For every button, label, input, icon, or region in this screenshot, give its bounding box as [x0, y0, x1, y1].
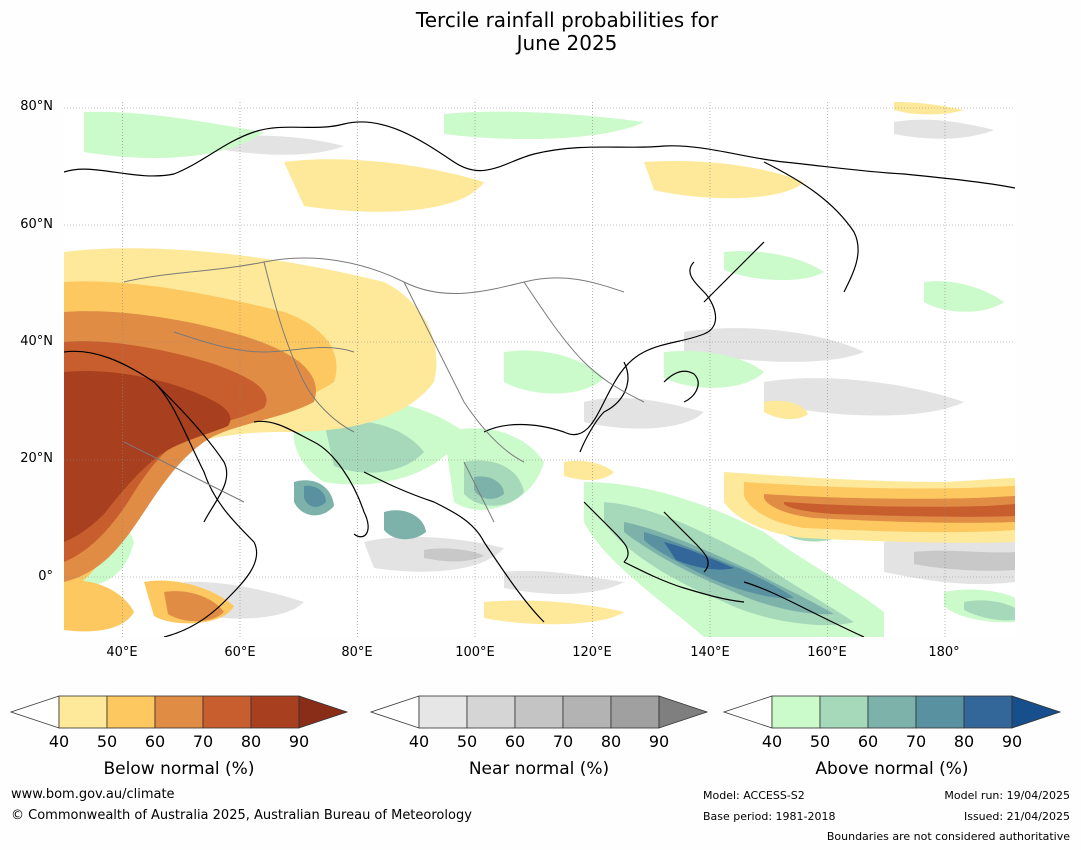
lat-label-equator: 0° — [38, 569, 53, 584]
legend-above-normal — [722, 694, 1062, 730]
tick: 70 — [552, 732, 574, 751]
tick: 50 — [809, 732, 831, 751]
tick: 60 — [857, 732, 879, 751]
copyright-text: © Commonwealth of Australia 2025, Austra… — [11, 808, 472, 823]
lat-label-80n: 80°N — [20, 99, 53, 114]
lon-label-180: 180° — [928, 645, 960, 660]
tick: 40 — [761, 732, 783, 751]
tick: 40 — [48, 732, 70, 751]
legend-title-near-normal: Near normal (%) — [468, 759, 610, 779]
lat-label-40n: 40°N — [20, 334, 53, 349]
tick: 80 — [953, 732, 975, 751]
legend-title-above-normal: Above normal (%) — [815, 759, 969, 779]
issued-text: Issued: 21/04/2025 — [963, 810, 1070, 823]
colorbar-above-normal — [722, 695, 1062, 729]
lon-label-60e: 60°E — [224, 645, 256, 660]
legend-near-normal — [369, 694, 709, 730]
tick: 90 — [288, 732, 310, 751]
lon-label-100e: 100°E — [455, 645, 495, 660]
tick: 70 — [905, 732, 927, 751]
model-run-text: Model run: 19/04/2025 — [944, 789, 1070, 802]
map-title: Tercile rainfall probabilities for June … — [415, 8, 719, 55]
graticule — [64, 102, 1015, 637]
legend-below-normal — [9, 694, 349, 730]
lat-label-20n: 20°N — [20, 451, 53, 466]
tick: 70 — [192, 732, 214, 751]
tick: 50 — [96, 732, 118, 751]
lon-label-80e: 80°E — [341, 645, 373, 660]
website-link[interactable]: www.bom.gov.au/climate — [11, 787, 175, 802]
tick: 80 — [240, 732, 262, 751]
near-normal-strong — [424, 548, 1015, 571]
lon-label-40e: 40°E — [106, 645, 138, 660]
probability-map — [63, 101, 1016, 638]
colorbar-near-normal — [369, 695, 709, 729]
lon-label-160e: 160°E — [807, 645, 847, 660]
coastlines — [64, 121, 1015, 637]
tick: 40 — [408, 732, 430, 751]
legend-title-below-normal: Below normal (%) — [103, 759, 255, 779]
tick: 50 — [456, 732, 478, 751]
country-borders — [123, 257, 645, 523]
lat-label-60n: 60°N — [20, 217, 53, 232]
lon-label-140e: 140°E — [690, 645, 730, 660]
base-period-text: Base period: 1981-2018 — [703, 810, 836, 823]
tick: 60 — [144, 732, 166, 751]
tick: 90 — [648, 732, 670, 751]
lon-label-120e: 120°E — [572, 645, 612, 660]
model-text: Model: ACCESS-S2 — [703, 789, 805, 802]
tick: 90 — [1001, 732, 1023, 751]
tick: 60 — [504, 732, 526, 751]
below-normal-90 — [64, 370, 231, 542]
colorbar-below-normal — [9, 695, 349, 729]
disclaimer-text: Boundaries are not considered authoritat… — [826, 830, 1070, 843]
tick: 80 — [600, 732, 622, 751]
